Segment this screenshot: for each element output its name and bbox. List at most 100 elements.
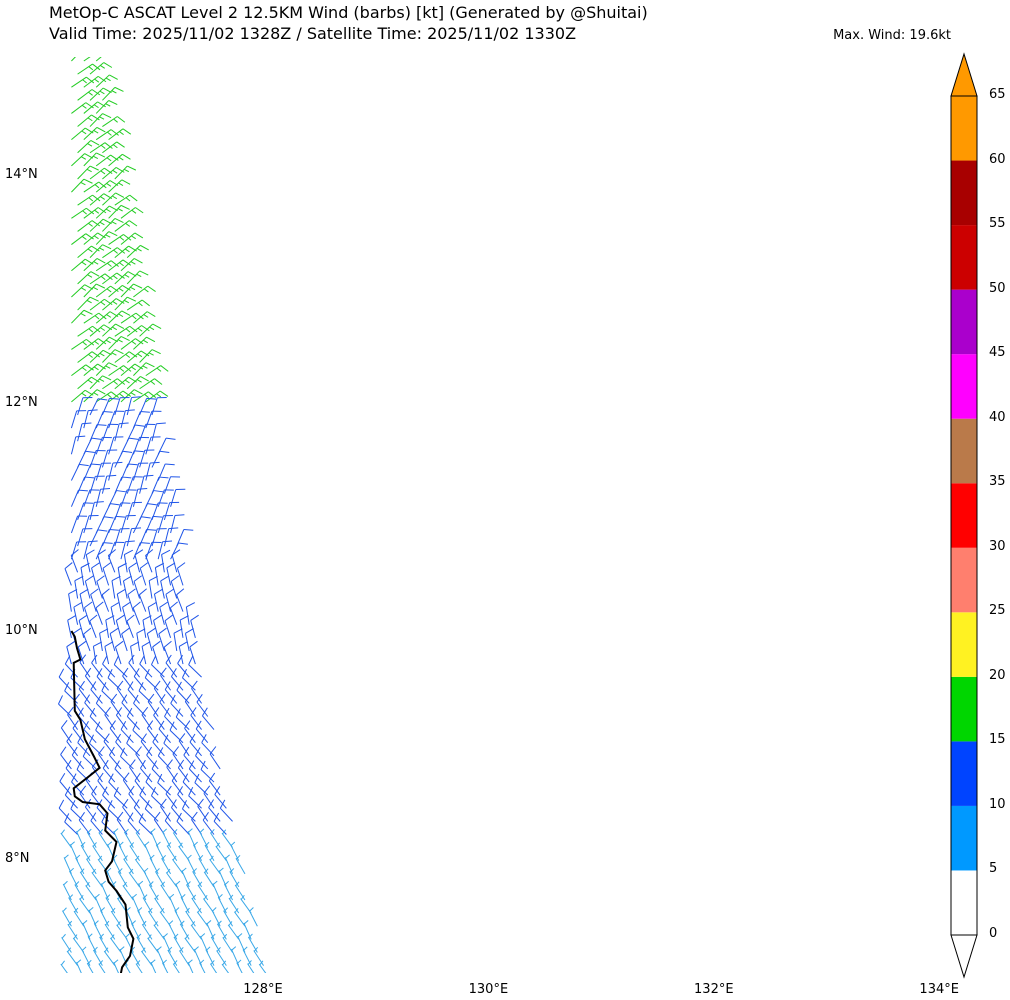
wind-barb — [120, 363, 144, 377]
wind-barb — [179, 920, 190, 940]
wind-barb — [160, 667, 172, 691]
wind-barb — [122, 772, 134, 796]
wind-barb — [71, 57, 76, 62]
wind-barb — [145, 549, 154, 573]
wind-barb — [102, 192, 125, 206]
wind-barb — [95, 601, 104, 625]
wind-barb — [150, 786, 165, 809]
wind-barb — [101, 397, 119, 416]
wind-barb — [73, 601, 83, 625]
wind-barb — [157, 540, 173, 560]
wind-barb — [108, 390, 132, 403]
wind-barb — [102, 86, 124, 101]
wind-barb — [95, 260, 119, 272]
wind-barb — [188, 760, 202, 783]
wind-barb — [161, 854, 172, 875]
wind-barb — [70, 541, 87, 560]
wind-barb — [178, 733, 190, 757]
wind-barb — [109, 746, 122, 770]
wind-barb — [104, 920, 116, 940]
wind-barb — [169, 601, 178, 625]
wind-barb — [170, 799, 184, 822]
wind-barb — [133, 694, 147, 717]
colorbar — [950, 52, 978, 979]
wind-barb — [86, 959, 94, 973]
wind-barb — [163, 476, 181, 494]
wind-barb — [128, 654, 140, 678]
wind-barb — [101, 682, 116, 704]
wind-barb — [83, 152, 106, 167]
wind-barb — [67, 920, 79, 940]
wind-barb — [77, 220, 101, 232]
wind-barb — [141, 641, 151, 665]
wind-barb — [136, 628, 146, 652]
lat-label: 12°N — [5, 395, 38, 410]
wind-barb — [170, 488, 186, 507]
wind-barb — [83, 363, 106, 377]
wind-barb — [191, 894, 202, 914]
wind-barb — [126, 527, 142, 547]
wind-barb — [121, 627, 130, 652]
wind-barb — [126, 396, 142, 416]
wind-barb — [107, 800, 122, 822]
wind-barb — [110, 693, 122, 717]
wind-barb — [175, 708, 190, 730]
wind-barb — [82, 747, 97, 770]
wind-barb — [89, 734, 103, 757]
wind-barb — [92, 842, 103, 861]
wind-barb — [115, 614, 125, 638]
wind-barb — [139, 349, 161, 363]
colorbar-tick-label: 25 — [989, 603, 1006, 619]
wind-barb — [110, 601, 120, 625]
wind-barb — [72, 720, 85, 744]
wind-barb — [151, 422, 166, 442]
wind-barb — [77, 351, 101, 363]
wind-barb — [77, 640, 87, 665]
wind-barb — [184, 934, 196, 953]
wind-barb — [71, 364, 94, 377]
wind-barb — [95, 285, 119, 298]
wind-barb — [170, 575, 180, 599]
wind-barb — [78, 680, 91, 704]
wind-barb — [71, 309, 93, 324]
wind-barb — [83, 515, 99, 534]
wind-barb — [70, 549, 79, 573]
wind-barb — [79, 894, 91, 914]
wind-barb — [165, 868, 178, 888]
wind-barb — [163, 734, 178, 757]
wind-barb — [172, 960, 180, 973]
wind-barb — [70, 489, 88, 507]
wind-barb — [157, 747, 171, 770]
wind-barb — [114, 325, 138, 337]
wind-barb — [189, 640, 198, 665]
wind-barb — [89, 475, 105, 494]
wind-barb — [164, 707, 178, 730]
wind-barb — [102, 562, 111, 586]
wind-barb — [157, 463, 175, 481]
wind-barb — [117, 562, 127, 586]
wind-barb — [219, 799, 233, 822]
wind-barb — [95, 57, 102, 62]
wind-barb — [95, 231, 118, 245]
wind-barb — [236, 959, 243, 973]
wind-barb — [91, 562, 100, 586]
max-wind-label: Max. Wind: 19.6kt — [833, 28, 951, 43]
map-subtitle: Valid Time: 2025/11/02 1328Z / Satellite… — [49, 24, 577, 43]
wind-barb — [114, 760, 128, 783]
wind-barb — [91, 654, 103, 678]
wind-barb — [160, 798, 172, 822]
wind-barb — [111, 575, 121, 599]
wind-barb — [139, 562, 149, 586]
wind-barb — [126, 350, 150, 363]
wind-barb — [83, 258, 106, 272]
wind-barb — [134, 772, 147, 796]
wind-barb — [89, 398, 108, 416]
wind-barb — [120, 283, 143, 298]
wind-barb — [152, 640, 161, 665]
colorbar-tick-label: 35 — [989, 474, 1006, 490]
wind-barb — [79, 654, 91, 678]
wind-barb — [127, 681, 140, 704]
wind-barb — [208, 799, 221, 822]
wind-barb — [126, 376, 149, 390]
wind-barb — [119, 747, 134, 770]
